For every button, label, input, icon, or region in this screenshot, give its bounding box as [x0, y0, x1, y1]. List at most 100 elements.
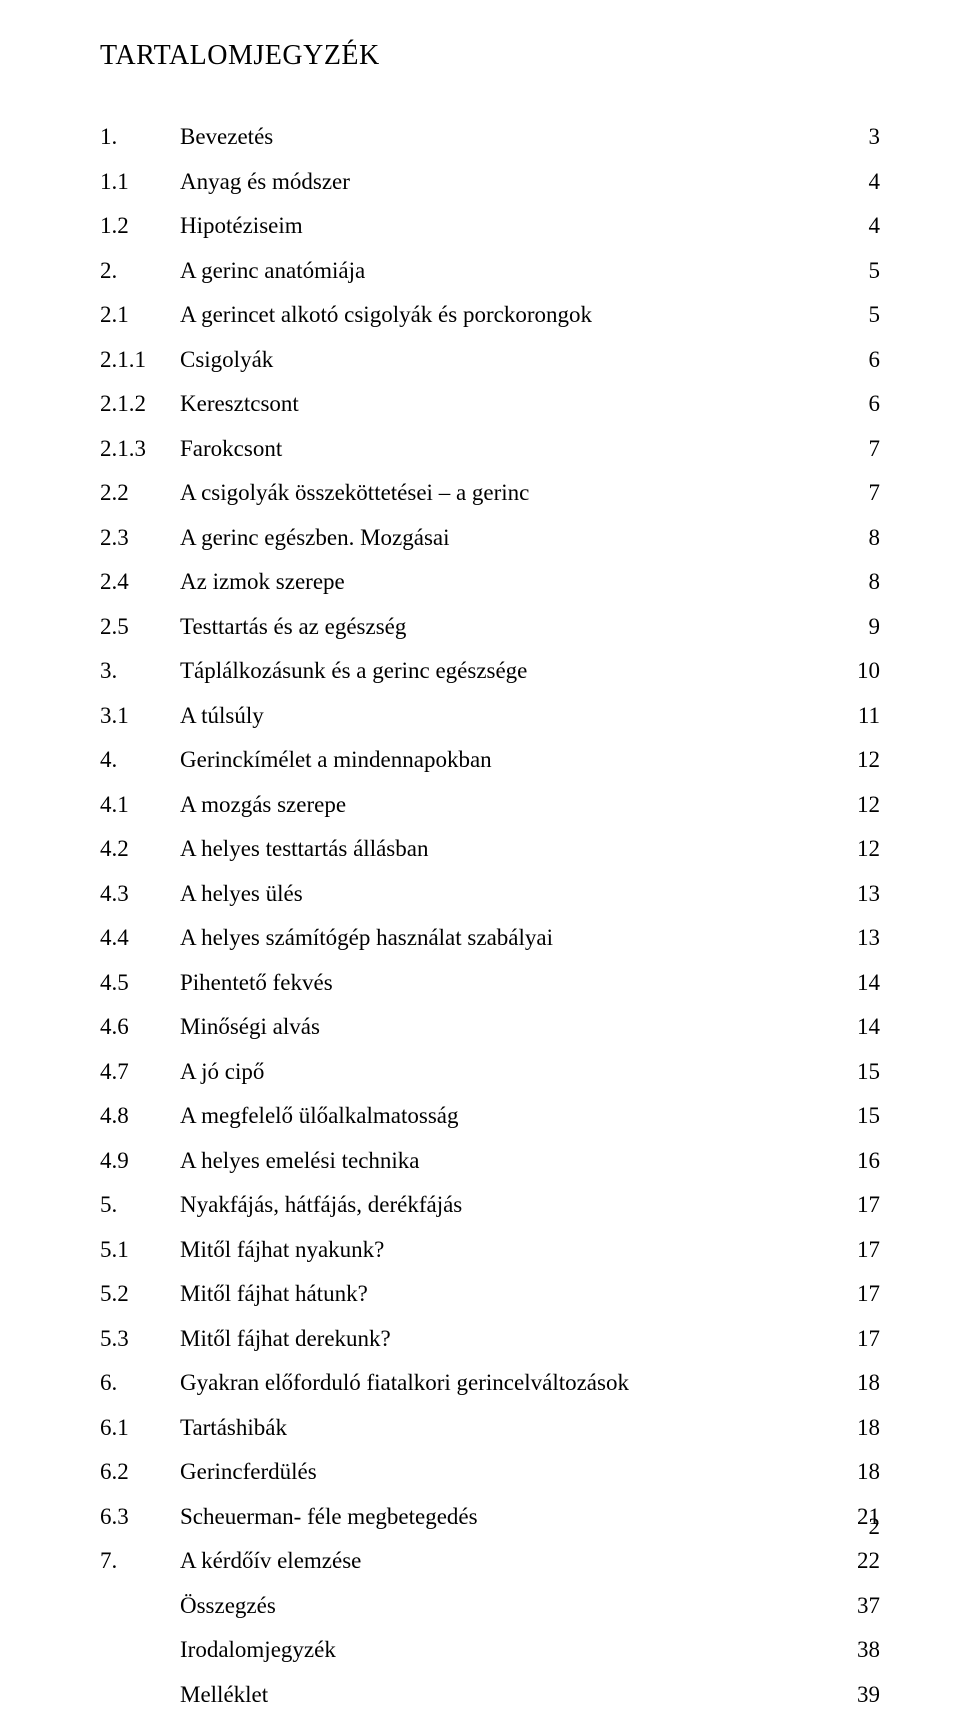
toc-page: 17 — [840, 1233, 880, 1268]
toc-page: 18 — [840, 1366, 880, 1401]
toc-number: 3.1 — [100, 699, 180, 734]
toc-row: 4.8A megfelelő ülőalkalmatosság15 — [100, 1099, 880, 1134]
toc-number: 2.4 — [100, 565, 180, 600]
toc-row: 2.A gerinc anatómiája5 — [100, 254, 880, 289]
toc-page: 7 — [840, 432, 880, 467]
toc-number: 6.1 — [100, 1411, 180, 1446]
toc-row: 2.4Az izmok szerepe8 — [100, 565, 880, 600]
toc-row: 4.1A mozgás szerepe12 — [100, 788, 880, 823]
toc-number: 2.5 — [100, 610, 180, 645]
toc-title: Scheuerman- féle megbetegedés — [180, 1500, 840, 1535]
toc-page: 4 — [840, 165, 880, 200]
toc-title: Testtartás és az egészség — [180, 610, 840, 645]
toc-title: A túlsúly — [180, 699, 840, 734]
toc-number: 2.1.2 — [100, 387, 180, 422]
toc-page: 12 — [840, 832, 880, 867]
toc-page: 14 — [840, 1010, 880, 1045]
toc-title: Tartáshibák — [180, 1411, 840, 1446]
toc-page: 15 — [840, 1099, 880, 1134]
toc-page: 8 — [840, 521, 880, 556]
toc-row: 1.1Anyag és módszer4 — [100, 165, 880, 200]
toc-page: 16 — [840, 1144, 880, 1179]
toc-page: 37 — [840, 1589, 880, 1624]
toc-page: 18 — [840, 1411, 880, 1446]
toc-title: Pihentető fekvés — [180, 966, 840, 1001]
toc-row: 6.1Tartáshibák18 — [100, 1411, 880, 1446]
toc-page: 4 — [840, 209, 880, 244]
toc-title: Minőségi alvás — [180, 1010, 840, 1045]
toc-number: 6.2 — [100, 1455, 180, 1490]
toc-row: 4.7A jó cipő15 — [100, 1055, 880, 1090]
toc-row: 2.5Testtartás és az egészség9 — [100, 610, 880, 645]
toc-page: 6 — [840, 387, 880, 422]
toc-number: 4.5 — [100, 966, 180, 1001]
toc-row: Melléklet39 — [100, 1678, 880, 1712]
toc-title: A kérdőív elemzése — [180, 1544, 840, 1579]
toc-number: 4. — [100, 743, 180, 778]
toc-title: A gerinc egészben. Mozgásai — [180, 521, 840, 556]
toc-page: 10 — [840, 654, 880, 689]
toc-row: 6.3Scheuerman- féle megbetegedés21 — [100, 1500, 880, 1535]
toc-title: A gerincet alkotó csigolyák és porckoron… — [180, 298, 840, 333]
toc-page: 18 — [840, 1455, 880, 1490]
toc-row: 5.Nyakfájás, hátfájás, derékfájás17 — [100, 1188, 880, 1223]
toc-page: 8 — [840, 565, 880, 600]
toc-number: 7. — [100, 1544, 180, 1579]
toc-title: Mitől fájhat hátunk? — [180, 1277, 840, 1312]
toc-number: 4.4 — [100, 921, 180, 956]
toc-page: 12 — [840, 788, 880, 823]
toc-title: Gerinckímélet a mindennapokban — [180, 743, 840, 778]
toc-row: Összegzés37 — [100, 1589, 880, 1624]
toc-number: 4.1 — [100, 788, 180, 823]
toc-number: 2.1.3 — [100, 432, 180, 467]
toc-page: 22 — [840, 1544, 880, 1579]
toc-number: 4.8 — [100, 1099, 180, 1134]
toc-title: A jó cipő — [180, 1055, 840, 1090]
toc-title: A mozgás szerepe — [180, 788, 840, 823]
toc-page: 17 — [840, 1277, 880, 1312]
toc-row: 3.1A túlsúly11 — [100, 699, 880, 734]
toc-title: A csigolyák összeköttetései – a gerinc — [180, 476, 840, 511]
toc-page: 5 — [840, 298, 880, 333]
toc-title: A gerinc anatómiája — [180, 254, 840, 289]
toc-page: 15 — [840, 1055, 880, 1090]
toc-title: Anyag és módszer — [180, 165, 840, 200]
toc-number: 5.2 — [100, 1277, 180, 1312]
toc-title: A helyes számítógép használat szabályai — [180, 921, 840, 956]
toc-row: 2.1.3Farokcsont7 — [100, 432, 880, 467]
toc-number: 1.2 — [100, 209, 180, 244]
toc-row: 4.9A helyes emelési technika16 — [100, 1144, 880, 1179]
toc-page: 11 — [840, 699, 880, 734]
toc-number: 2. — [100, 254, 180, 289]
toc-title: Mitől fájhat nyakunk? — [180, 1233, 840, 1268]
toc-title: Mitől fájhat derekunk? — [180, 1322, 840, 1357]
toc-title: Keresztcsont — [180, 387, 840, 422]
toc-page: 3 — [840, 120, 880, 155]
toc-row: 3.Táplálkozásunk és a gerinc egészsége10 — [100, 654, 880, 689]
toc-title: A helyes emelési technika — [180, 1144, 840, 1179]
toc-page: 14 — [840, 966, 880, 1001]
toc-number: 4.7 — [100, 1055, 180, 1090]
toc-title: A helyes ülés — [180, 877, 840, 912]
toc-number: 4.3 — [100, 877, 180, 912]
toc-row: 4.Gerinckímélet a mindennapokban12 — [100, 743, 880, 778]
toc-page: 5 — [840, 254, 880, 289]
toc-title: A megfelelő ülőalkalmatosság — [180, 1099, 840, 1134]
toc-title: Az izmok szerepe — [180, 565, 840, 600]
toc-row: 1.2Hipotéziseim4 — [100, 209, 880, 244]
toc-row: 2.1.2Keresztcsont6 — [100, 387, 880, 422]
toc-number: 5.1 — [100, 1233, 180, 1268]
toc-page: 38 — [840, 1633, 880, 1668]
toc-title: Nyakfájás, hátfájás, derékfájás — [180, 1188, 840, 1223]
toc-row: 4.3A helyes ülés13 — [100, 877, 880, 912]
toc-number: 1. — [100, 120, 180, 155]
toc-title: A helyes testtartás állásban — [180, 832, 840, 867]
toc-row: 4.5Pihentető fekvés14 — [100, 966, 880, 1001]
toc-row: 1.Bevezetés3 — [100, 120, 880, 155]
toc-page: 39 — [840, 1678, 880, 1712]
toc-page: 12 — [840, 743, 880, 778]
toc-title: Farokcsont — [180, 432, 840, 467]
toc-number: 2.1 — [100, 298, 180, 333]
toc-title: Összegzés — [180, 1589, 840, 1624]
toc-title: Gerincferdülés — [180, 1455, 840, 1490]
